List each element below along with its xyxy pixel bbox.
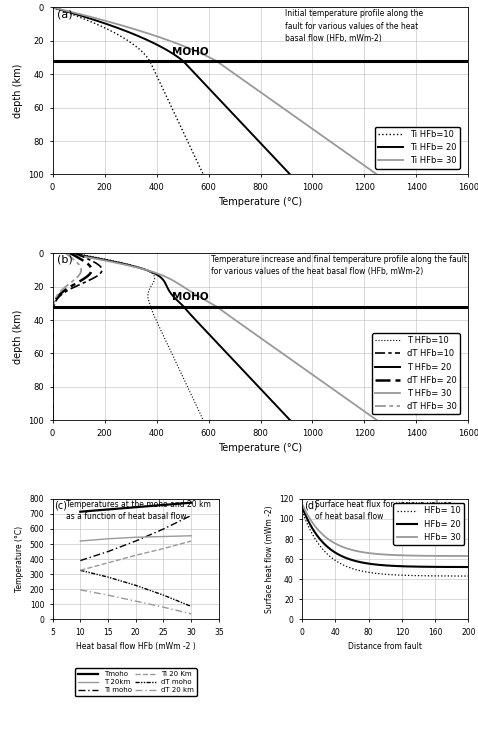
Text: (d): (d) bbox=[304, 500, 317, 510]
Text: Surface heat flux for various values
of heat basal flow: Surface heat flux for various values of … bbox=[315, 500, 452, 521]
Y-axis label: Temperature (°C): Temperature (°C) bbox=[15, 526, 24, 592]
Legend: Tmoho, T 20km, Ti moho, Ti 20 Km, dT moho, dT 20 km: Tmoho, T 20km, Ti moho, Ti 20 Km, dT moh… bbox=[75, 668, 197, 696]
Y-axis label: depth (km): depth (km) bbox=[13, 63, 23, 118]
X-axis label: Temperature (°C): Temperature (°C) bbox=[218, 198, 303, 207]
X-axis label: Temperature (°C): Temperature (°C) bbox=[218, 443, 303, 453]
Text: (a): (a) bbox=[57, 9, 72, 19]
Legend: Ti HFb=10, Ti HFb= 20, Ti HFb= 30: Ti HFb=10, Ti HFb= 20, Ti HFb= 30 bbox=[375, 127, 460, 169]
Text: (c): (c) bbox=[54, 500, 67, 510]
Text: MOHO: MOHO bbox=[172, 292, 208, 302]
Y-axis label: depth (km): depth (km) bbox=[13, 310, 23, 364]
Legend: T HFb=10, dT HFb=10, T HFb= 20, dT HFb= 20, T HFb= 30, dT HFb= 30: T HFb=10, dT HFb=10, T HFb= 20, dT HFb= … bbox=[372, 333, 460, 414]
X-axis label: Heat basal flow HFb (mWm -2 ): Heat basal flow HFb (mWm -2 ) bbox=[76, 642, 196, 651]
Text: MOHO: MOHO bbox=[172, 47, 208, 57]
X-axis label: Distance from fault: Distance from fault bbox=[348, 642, 422, 651]
Y-axis label: Surface heat flow (mWm -2): Surface heat flow (mWm -2) bbox=[265, 505, 274, 613]
Text: Initial temperature profile along the
fault for various values of the heat
basal: Initial temperature profile along the fa… bbox=[285, 9, 424, 43]
Text: (b): (b) bbox=[57, 255, 73, 265]
Text: Temperatures at the moho and 20 km
as a function of heat basal flow: Temperatures at the moho and 20 km as a … bbox=[66, 500, 211, 521]
Legend: HFb= 10, HFb= 20, HFb= 30: HFb= 10, HFb= 20, HFb= 30 bbox=[393, 503, 464, 545]
Text: Temperature increase and final temperature profile along the fault
for various v: Temperature increase and final temperatu… bbox=[211, 255, 467, 276]
